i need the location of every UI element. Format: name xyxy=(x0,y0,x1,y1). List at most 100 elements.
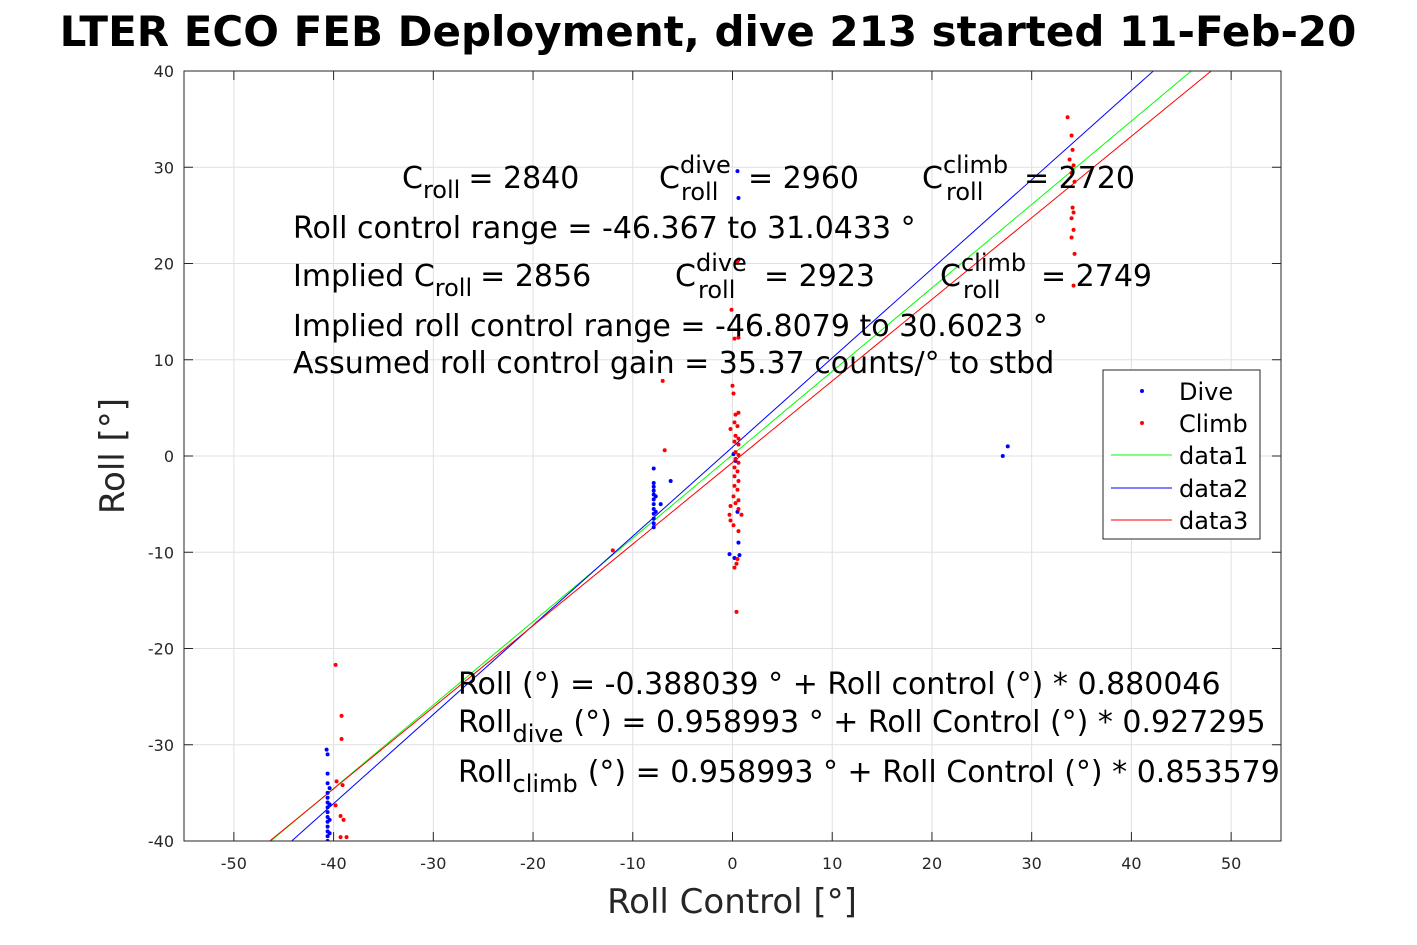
c-roll-text: Croll = 2840 xyxy=(402,161,579,204)
climb-point xyxy=(662,448,667,453)
implied-c-climb-text: Cclimb xyxy=(940,249,1026,294)
annotation-implied-row: Implied Croll = 2856 Cdive roll = 2923 Cc… xyxy=(293,249,1152,304)
dive-point xyxy=(324,747,329,752)
climb-point xyxy=(1070,147,1075,152)
dive-point xyxy=(325,795,330,800)
y-tick-label: 30 xyxy=(154,158,174,177)
climb-point xyxy=(736,498,741,503)
c-roll-climb-sub: roll xyxy=(946,178,983,206)
climb-point xyxy=(1071,210,1076,215)
climb-point xyxy=(732,474,737,479)
x-tick-label: 30 xyxy=(1022,854,1042,873)
y-axis-ticks: -40 -30 -20 -10 0 10 20 30 40 xyxy=(148,62,1281,851)
x-tick-label: 20 xyxy=(922,854,942,873)
dive-point xyxy=(325,805,330,810)
climb-point xyxy=(1069,171,1074,176)
climb-point xyxy=(340,783,345,788)
x-tick-label: -20 xyxy=(520,854,546,873)
climb-point xyxy=(728,427,733,432)
climb-point xyxy=(333,662,338,667)
climb-point xyxy=(610,548,615,553)
climb-point xyxy=(339,713,344,718)
x-tick-label: -40 xyxy=(321,854,347,873)
climb-point xyxy=(1069,133,1074,138)
climb-point xyxy=(731,523,736,528)
climb-point xyxy=(736,442,741,447)
implied-c-dive-value: = 2923 xyxy=(764,259,875,294)
climb-point xyxy=(732,565,737,570)
y-tick-label: -40 xyxy=(148,832,174,851)
y-axis-label: Roll [°] xyxy=(93,398,133,514)
assumed-gain-text: Assumed roll control gain = 35.37 counts… xyxy=(293,346,1054,381)
dive-point xyxy=(1005,444,1010,449)
x-tick-label: -10 xyxy=(620,854,646,873)
implied-c-dive-sub: roll xyxy=(698,276,735,304)
climb-point xyxy=(733,450,738,455)
climb-point xyxy=(1071,283,1076,288)
dive-point xyxy=(737,553,742,558)
climb-point xyxy=(1070,205,1075,210)
dive-point xyxy=(668,479,673,484)
dive-point xyxy=(651,525,656,530)
climb-point xyxy=(731,494,736,499)
data-points xyxy=(324,115,1077,841)
climb-point xyxy=(338,813,343,818)
dive-point xyxy=(327,817,332,822)
climb-point xyxy=(735,487,740,492)
climb-point xyxy=(1072,251,1077,256)
fit-line-data1 xyxy=(270,71,1192,841)
dive-point xyxy=(327,786,332,791)
implied-c-roll-text: Implied Croll = 2856 xyxy=(293,259,591,302)
climb-point xyxy=(735,259,740,264)
dive-point xyxy=(735,169,740,174)
climb-point xyxy=(733,501,738,506)
dive-point xyxy=(325,824,330,829)
implied-range-text: Implied roll control range = -46.8079 to… xyxy=(293,309,1048,344)
annotation-c-row: Croll = 2840 Cdive roll = 2960 Cclimb rol… xyxy=(402,151,1135,206)
roll-control-range-text: Roll control range = -46.367 to 31.0433 … xyxy=(293,211,916,246)
legend-label-data2: data2 xyxy=(1179,475,1248,503)
dive-point xyxy=(651,521,656,526)
y-tick-label: -30 xyxy=(148,736,174,755)
climb-point xyxy=(736,410,741,415)
dive-point xyxy=(651,466,656,471)
legend-label-data1: data1 xyxy=(1179,442,1248,470)
dive-point xyxy=(736,540,741,545)
c-roll-dive-value: = 2960 xyxy=(748,161,859,196)
x-tick-label: 10 xyxy=(822,854,842,873)
x-tick-label: 0 xyxy=(727,854,737,873)
dive-point xyxy=(325,781,330,786)
y-tick-label: -20 xyxy=(148,640,174,659)
climb-point xyxy=(739,512,744,517)
climb-point xyxy=(736,529,741,534)
climb-point xyxy=(732,465,737,470)
climb-point xyxy=(728,518,733,523)
climb-point xyxy=(1072,179,1077,184)
dive-point xyxy=(325,771,330,776)
climb-point xyxy=(333,803,338,808)
dive-point xyxy=(651,480,656,485)
y-tick-label: 20 xyxy=(154,255,174,274)
climb-point xyxy=(730,383,735,388)
dive-point xyxy=(651,502,656,507)
climb-point xyxy=(1069,235,1074,240)
dive-point xyxy=(651,506,656,511)
climb-point xyxy=(1067,157,1072,162)
climb-point xyxy=(1071,227,1076,232)
dive-point xyxy=(325,752,330,757)
climb-point xyxy=(735,556,740,561)
fit-all-text: Roll (°) = -0.388039 ° + Roll control (°… xyxy=(458,667,1221,702)
fit-line-data3 xyxy=(269,71,1212,841)
legend-label-dive: Dive xyxy=(1179,378,1233,406)
climb-point xyxy=(729,307,734,312)
fit-lines xyxy=(269,71,1212,841)
climb-point xyxy=(1071,163,1076,168)
dive-point xyxy=(651,484,656,489)
y-tick-label: 10 xyxy=(154,351,174,370)
fit-dive-text: Rolldive (°) = 0.958993 ° + Roll Control … xyxy=(458,705,1266,748)
climb-point xyxy=(660,378,665,383)
climb-point xyxy=(728,504,733,509)
dive-point xyxy=(736,196,741,201)
c-roll-dive-text: Cdive xyxy=(659,151,731,196)
x-tick-label: -30 xyxy=(420,854,446,873)
